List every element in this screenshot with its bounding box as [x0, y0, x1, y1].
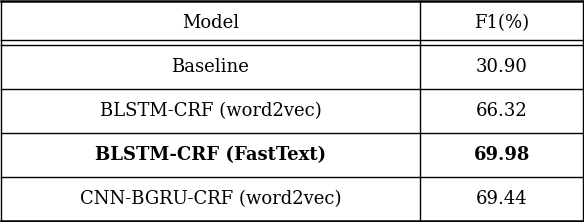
Text: 69.98: 69.98 [474, 146, 530, 164]
Text: F1(%): F1(%) [474, 14, 529, 32]
Text: 30.90: 30.90 [476, 58, 528, 76]
Text: 66.32: 66.32 [476, 102, 527, 120]
Text: 69.44: 69.44 [476, 190, 527, 208]
Text: BLSTM-CRF (word2vec): BLSTM-CRF (word2vec) [99, 102, 321, 120]
Text: CNN-BGRU-CRF (word2vec): CNN-BGRU-CRF (word2vec) [79, 190, 341, 208]
Text: BLSTM-CRF (FastText): BLSTM-CRF (FastText) [95, 146, 326, 164]
Text: Model: Model [182, 14, 239, 32]
Text: Baseline: Baseline [172, 58, 249, 76]
